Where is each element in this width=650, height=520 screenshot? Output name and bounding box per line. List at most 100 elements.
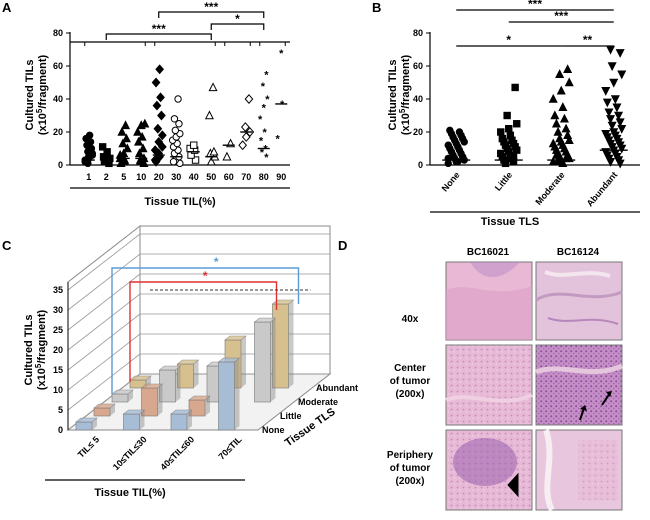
data-point <box>604 108 614 118</box>
significance-bracket <box>111 267 300 394</box>
bar-top <box>122 409 146 415</box>
data-point <box>497 149 505 158</box>
data-point <box>607 62 617 72</box>
data-point <box>157 130 167 141</box>
data-point <box>602 98 612 108</box>
y-tick-label: 60 <box>413 61 423 71</box>
data-point <box>84 159 92 168</box>
data-point <box>153 123 163 134</box>
x-tick-label: None <box>440 170 462 194</box>
x-tick-label: 40≤TIL≤60 <box>158 434 196 472</box>
micrograph-bc16021-center <box>445 344 533 426</box>
x-tick-label: 80 <box>259 172 269 182</box>
bar-front <box>170 413 188 431</box>
data-point <box>564 77 574 87</box>
data-point <box>134 148 144 158</box>
data-point <box>614 111 624 121</box>
y-tick-label: 20 <box>53 127 63 137</box>
data-point <box>609 128 619 138</box>
data-point <box>85 131 94 140</box>
y-tick-label: 20 <box>53 345 63 355</box>
y-tick-label: 40 <box>413 94 423 104</box>
bar-side <box>193 360 199 388</box>
data-point <box>563 130 573 139</box>
data-point <box>118 138 128 148</box>
gridline <box>67 253 141 311</box>
gridline <box>67 333 141 391</box>
group-tick <box>259 42 286 46</box>
bar-side <box>241 336 246 388</box>
y-tick-label: 5 <box>58 405 63 415</box>
data-point <box>175 120 183 128</box>
data-point <box>506 131 515 140</box>
bar-top <box>176 359 200 365</box>
data-point <box>556 85 566 95</box>
arrow-icon <box>579 405 587 421</box>
panel-b-ylabel: Cultured TILs (x105/fragment) <box>387 55 412 136</box>
data-point <box>615 49 625 58</box>
data-point <box>564 135 574 144</box>
panel-d-histology-grid: BC16021 BC16124 40x Center of tumor (200… <box>387 247 624 512</box>
data-point <box>607 121 617 131</box>
data-point: * <box>262 102 267 114</box>
data-point: * <box>264 69 269 81</box>
data-point <box>208 82 218 92</box>
data-point <box>513 120 521 128</box>
bar-front <box>75 421 93 431</box>
bar-side <box>288 300 294 388</box>
panel-d-row-2-label-l3: (200x) <box>396 389 425 400</box>
panel-d-column-1-header: BC16021 <box>467 247 510 258</box>
bar-top <box>158 365 182 371</box>
significance-label: *** <box>204 0 218 14</box>
data-point <box>170 115 179 123</box>
data-point <box>606 45 616 55</box>
bar-side <box>139 410 145 430</box>
bar-side <box>157 384 163 416</box>
panel-c-ylabel-prefix: (x10 <box>36 368 48 390</box>
data-point <box>121 120 131 130</box>
x-tick-label: 60 <box>224 172 234 182</box>
data-point <box>151 77 161 88</box>
y-tick-label: 0 <box>58 160 63 170</box>
y-tick-label: 40 <box>53 94 63 104</box>
bar-top <box>170 409 193 415</box>
micrograph-bc16021-periphery <box>445 429 533 511</box>
y-tick-label: 80 <box>53 28 63 38</box>
bar-top <box>75 417 98 423</box>
gridline <box>67 293 141 351</box>
bar-top <box>188 395 211 401</box>
data-point <box>559 113 569 123</box>
y-tick-label: 35 <box>53 285 63 295</box>
significance-label: *** <box>528 0 542 11</box>
bar-front <box>93 407 111 417</box>
bar-side <box>92 418 97 430</box>
x-tick-label: 50 <box>206 172 216 182</box>
data-point <box>191 156 200 164</box>
data-point <box>498 134 507 143</box>
data-point <box>615 118 625 128</box>
significance-bracket <box>210 23 265 30</box>
panel-d-letter: D <box>338 238 347 253</box>
panel-b-ylabel-line1: Cultured TILs <box>387 60 399 131</box>
panel-a-xlabel: Tissue TIL(%) <box>144 196 216 208</box>
data-point <box>240 122 250 133</box>
data-point <box>606 115 616 124</box>
y-tick-label: 30 <box>53 305 63 315</box>
panel-c-xlabel: Tissue TIL(%) <box>94 487 166 499</box>
panel-a-letter: A <box>2 0 12 15</box>
x-tick-label: Abundant <box>585 170 620 209</box>
y-tick-label: 60 <box>53 61 63 71</box>
data-point <box>204 110 214 120</box>
data-point <box>209 146 219 156</box>
panel-a-ylabel-prefix: (x10 <box>37 113 49 135</box>
panel-b-letter: B <box>372 0 381 15</box>
data-point <box>446 126 454 135</box>
x-tick-label: TIL≤ 5 <box>76 434 101 459</box>
data-point <box>561 123 571 133</box>
gridline <box>67 353 141 411</box>
panel-a-ylabel-sup: 5 <box>35 108 44 113</box>
panel-b-ylabel-suffix: /fragment) <box>400 55 412 109</box>
data-point: * <box>265 94 270 106</box>
data-point <box>139 158 149 168</box>
gridline <box>67 233 141 291</box>
